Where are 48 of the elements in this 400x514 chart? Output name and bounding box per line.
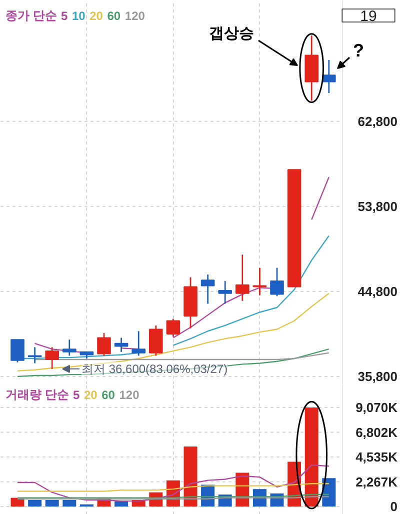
legend-title: 종가 단순 xyxy=(6,8,57,22)
line-series xyxy=(16,464,330,502)
y-tick-label: 4,535K xyxy=(356,450,398,465)
bar xyxy=(114,501,128,507)
bar xyxy=(45,500,59,507)
annotation: 최저 36,600(83.06%,03/27) xyxy=(82,362,228,376)
text: 120 xyxy=(124,9,146,23)
text: 20 xyxy=(90,9,104,23)
bar xyxy=(28,500,42,507)
text: 60 xyxy=(102,388,116,402)
text: 5 xyxy=(73,388,80,402)
text: 5 xyxy=(61,9,68,23)
y-tick-label: 6,802K xyxy=(356,424,398,440)
y-tick-label: 9,070K xyxy=(356,400,398,416)
candlestick xyxy=(10,338,24,363)
text: 10 xyxy=(72,9,86,23)
bar xyxy=(80,504,94,507)
bar xyxy=(304,408,318,507)
text: 19 xyxy=(360,8,377,25)
text: 120 xyxy=(119,388,140,402)
y-tick-label: 44,800 xyxy=(358,284,398,299)
candlestick xyxy=(270,267,284,297)
text: 60 xyxy=(107,9,121,23)
line-series xyxy=(16,483,330,492)
candlestick xyxy=(200,274,215,304)
candlestick xyxy=(218,280,232,304)
candlestick xyxy=(62,338,76,356)
y-tick-label: 35,800 xyxy=(358,368,398,384)
candlestick xyxy=(166,318,180,338)
candlestick xyxy=(322,59,336,94)
y-tick-label: 0 xyxy=(390,499,398,514)
candlestick xyxy=(236,254,250,302)
candlestick xyxy=(149,324,163,356)
bar xyxy=(62,500,76,507)
candlestick xyxy=(132,330,146,356)
line-series xyxy=(16,348,330,378)
legend-title: 거래량 단순 xyxy=(6,388,69,402)
annotation: 갭상승 xyxy=(209,25,254,42)
text: 20 xyxy=(84,388,98,402)
line-series xyxy=(34,352,330,360)
candlestick xyxy=(28,346,42,364)
candlestick xyxy=(114,337,128,353)
candlestick xyxy=(45,346,59,370)
y-tick-label: 53,800 xyxy=(358,198,398,214)
y-tick-label: 2,267K xyxy=(356,474,398,490)
candlestick xyxy=(97,332,111,356)
y-tick-label: 62,800 xyxy=(358,114,398,129)
text: ? xyxy=(353,40,364,60)
